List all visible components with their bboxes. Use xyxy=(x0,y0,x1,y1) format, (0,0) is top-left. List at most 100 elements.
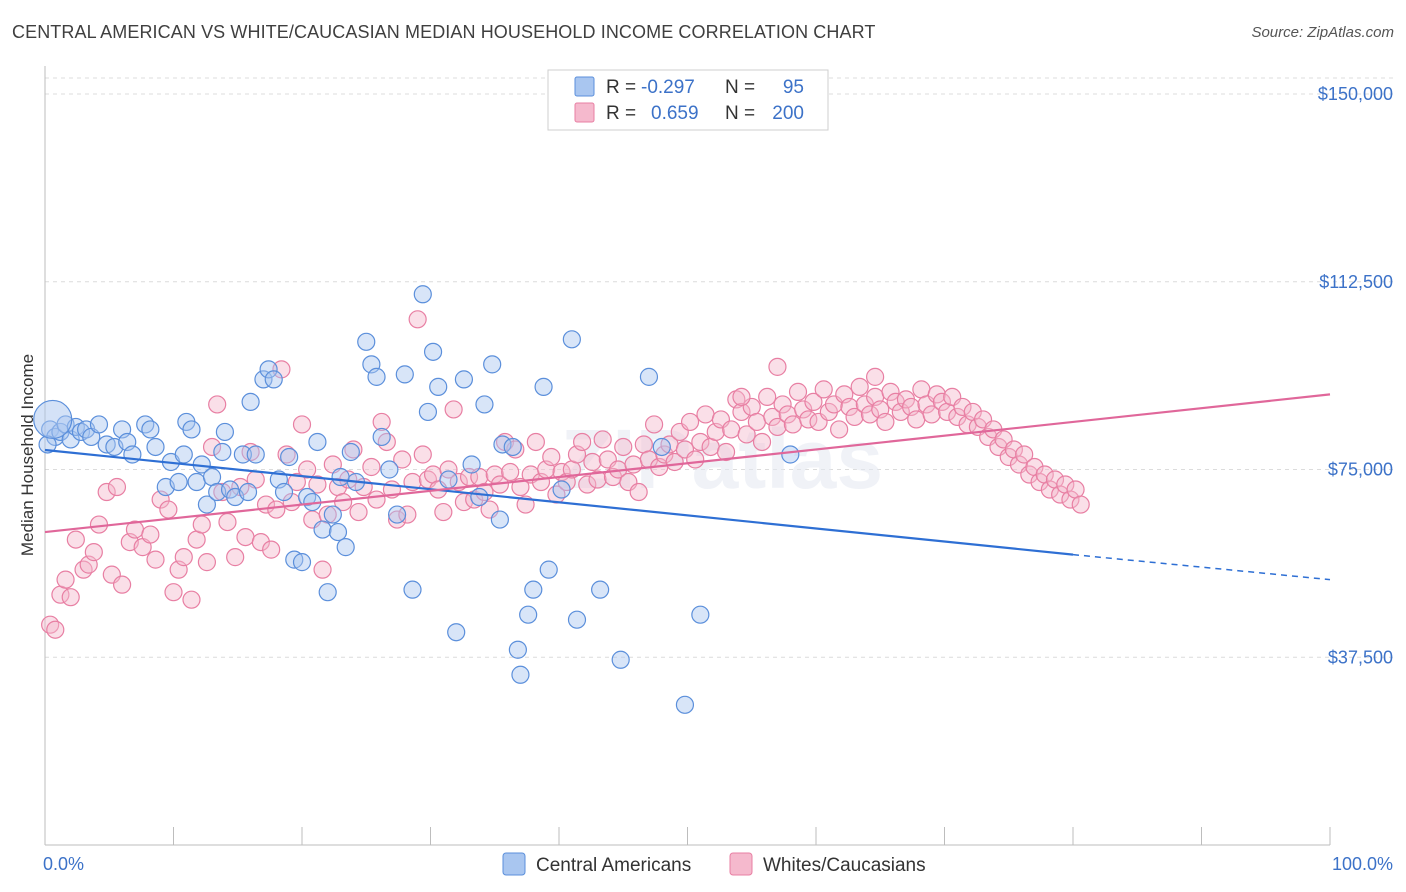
blue-point-74 xyxy=(490,510,509,529)
blue-point-78 xyxy=(511,665,530,684)
pink-point-80 xyxy=(475,482,494,502)
pink-point-18 xyxy=(146,550,165,569)
pink-point-136 xyxy=(763,407,782,427)
pink-point-29 xyxy=(208,395,227,414)
pink-point-165 xyxy=(912,380,931,399)
y-axis-label: Median Household Income xyxy=(18,354,37,556)
blue-point-80 xyxy=(524,580,543,599)
blue-point-33 xyxy=(233,445,252,464)
blue-point-86 xyxy=(591,580,610,599)
blue-point-91 xyxy=(691,605,710,624)
pink-point-133 xyxy=(747,412,766,432)
pink-point-67 xyxy=(408,310,427,329)
y-tick-label-0: $37,500 xyxy=(1328,647,1393,667)
pink-point-44 xyxy=(287,472,306,492)
pink-point-197 xyxy=(768,357,787,376)
blue-point-39 xyxy=(264,370,283,389)
blue-point-24 xyxy=(187,472,206,492)
pink-point-37 xyxy=(251,532,270,552)
pink-point-120 xyxy=(680,412,700,432)
pink-point-13 xyxy=(112,575,132,594)
blue-point-88 xyxy=(639,367,659,386)
pink-point-3 xyxy=(56,570,75,589)
series-central-americans xyxy=(33,285,800,714)
blue-point-51 xyxy=(328,522,348,542)
trend-line-central-americans-extension xyxy=(1072,553,1331,581)
trend-line-central-americans xyxy=(44,448,1074,556)
pink-point-64 xyxy=(393,450,412,469)
blue-point-72 xyxy=(475,395,494,414)
pink-point-24 xyxy=(182,590,201,609)
pink-point-6 xyxy=(74,560,93,579)
blue-point-83 xyxy=(552,480,571,499)
pink-point-121 xyxy=(686,450,705,469)
chart-source: Source: ZipAtlas.com xyxy=(1251,24,1394,41)
blue-point-89 xyxy=(652,437,671,457)
pink-point-32 xyxy=(226,548,245,567)
pink-point-45 xyxy=(292,415,312,434)
pink-point-73 xyxy=(439,460,458,479)
blue-point-70 xyxy=(462,455,481,474)
bottom-legend-label-blue: Central Americans xyxy=(536,855,691,876)
pink-point-20 xyxy=(159,500,178,519)
pink-point-48 xyxy=(308,475,327,494)
blue-point-30 xyxy=(215,422,234,442)
blue-point-71 xyxy=(470,487,489,507)
pink-point-17 xyxy=(141,525,160,544)
blue-point-58 xyxy=(372,427,391,447)
pink-point-65 xyxy=(398,505,417,524)
pink-point-196 xyxy=(1071,495,1090,514)
blue-point-34 xyxy=(238,482,258,502)
pink-point-144 xyxy=(804,392,823,412)
pink-point-138 xyxy=(773,395,792,414)
blue-point-27 xyxy=(202,467,222,487)
blue-point-20 xyxy=(169,472,188,492)
pink-point-152 xyxy=(845,407,864,427)
legend-box: R = -0.297 N = 95 R = 0.659 N = 200 xyxy=(547,69,829,131)
grid-layer xyxy=(45,77,1395,658)
pink-point-102 xyxy=(588,470,607,489)
blue-point-77 xyxy=(508,640,527,659)
pink-point-85 xyxy=(501,462,520,482)
pink-point-27 xyxy=(197,553,217,572)
pink-point-0 xyxy=(41,615,60,634)
blue-point-44 xyxy=(292,553,312,572)
legend-r-label-2: R = xyxy=(606,103,636,124)
pink-point-61 xyxy=(377,432,396,452)
x-tick-label-1: 100.0% xyxy=(1332,854,1393,874)
bottom-legend: Central Americans Whites/Caucasians xyxy=(502,852,926,876)
blue-point-16 xyxy=(141,420,160,439)
pink-point-194 xyxy=(1061,490,1080,509)
pink-point-117 xyxy=(665,452,684,472)
blue-point-59 xyxy=(380,460,399,479)
blue-point-84 xyxy=(562,330,581,349)
pink-point-167 xyxy=(922,405,941,424)
blue-point-48 xyxy=(313,520,332,539)
legend-n-label-1: N = xyxy=(725,77,755,98)
pink-point-140 xyxy=(783,415,802,434)
pink-point-12 xyxy=(107,477,127,497)
pink-point-135 xyxy=(758,387,777,407)
pink-point-55 xyxy=(344,440,363,459)
blue-point-49 xyxy=(318,583,337,602)
pink-point-142 xyxy=(794,400,813,419)
pink-point-110 xyxy=(629,482,648,502)
legend-n-label-2: N = xyxy=(725,103,755,124)
pink-point-31 xyxy=(218,512,237,532)
pink-point-124 xyxy=(701,437,720,457)
pink-point-169 xyxy=(932,392,952,412)
blue-point-38 xyxy=(259,360,278,379)
legend-n-value-1: 95 xyxy=(783,77,804,98)
blue-point-64 xyxy=(418,402,438,422)
chart-title: CENTRAL AMERICAN VS WHITE/CAUCASIAN MEDI… xyxy=(12,22,876,42)
blue-point-42 xyxy=(280,447,299,467)
blue-point-9 xyxy=(89,415,109,434)
blue-point-81 xyxy=(534,377,553,396)
axes-layer xyxy=(44,66,1331,846)
blue-point-17 xyxy=(146,437,165,457)
pink-point-195 xyxy=(1066,480,1085,499)
pink-point-1 xyxy=(46,620,65,639)
pink-point-164 xyxy=(907,410,926,429)
bottom-legend-label-pink: Whites/Caucasians xyxy=(763,855,926,876)
blue-point-61 xyxy=(395,365,414,384)
